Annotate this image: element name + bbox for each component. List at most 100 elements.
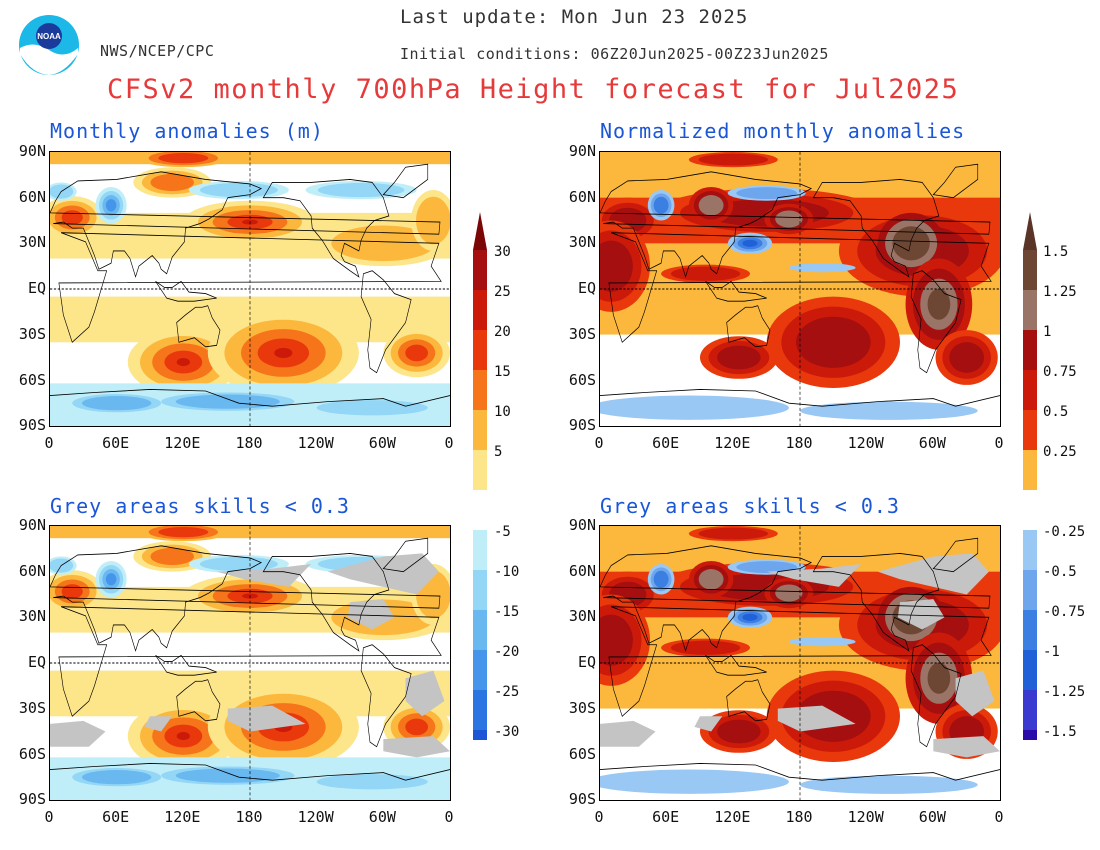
coastline-antarctica <box>50 763 450 781</box>
coastline-europe_asia <box>600 171 991 278</box>
colorbar-swatch <box>1023 650 1037 690</box>
panel-title-norm-skill: Grey areas skills < 0.3 <box>600 494 900 518</box>
lon-tick-label: 0 <box>44 434 54 452</box>
anomaly-contour <box>50 296 117 343</box>
lat-tick-label: EQ <box>27 653 46 672</box>
anomaly-contour <box>405 344 428 362</box>
colorbar-swatch <box>473 570 487 610</box>
low-skill-area <box>383 736 450 758</box>
anomaly-contour <box>50 670 117 717</box>
lon-tick-label: 120E <box>714 808 751 826</box>
colorbar-swatch <box>1023 530 1037 570</box>
lon-tick-label: 0 <box>594 434 604 452</box>
low-skill-area <box>327 553 439 595</box>
anomaly-contour <box>949 342 985 373</box>
low-skill-area <box>50 720 106 747</box>
anomaly-contour <box>175 394 280 409</box>
anomaly-contour <box>317 182 405 198</box>
coastline-samerica <box>910 270 962 374</box>
main-title: CFSv2 monthly 700hPa Height forecast for… <box>107 74 960 105</box>
lat-tick-label: 30S <box>568 698 596 717</box>
colorbar-tick-label: 1 <box>1043 324 1052 340</box>
anomaly-contour <box>788 637 856 647</box>
anomaly-contour <box>800 775 978 794</box>
map-panel-norm <box>599 151 1001 427</box>
anomaly-contour <box>61 584 83 599</box>
anomaly-contour <box>82 396 152 411</box>
anomaly-contour <box>176 732 190 741</box>
lat-tick-label: 30S <box>18 698 46 717</box>
lat-tick-label: 60S <box>568 744 596 763</box>
lon-tick-label: 0 <box>994 434 1004 452</box>
anomaly-contour <box>775 210 803 228</box>
last-update: Last update: Mon Jun 23 2025 <box>400 6 749 28</box>
lat-tick-label: 90S <box>568 790 596 809</box>
colorbar-swatch <box>1023 290 1037 330</box>
coastline-greenland <box>932 537 979 573</box>
lon-tick-label: 120E <box>164 808 201 826</box>
coastline-seasia <box>705 280 767 302</box>
lat-tick-label: 60N <box>18 187 46 206</box>
colorbar-swatch <box>473 410 487 450</box>
lon-tick-label: 180 <box>785 434 813 452</box>
coastline-namerica <box>812 552 940 652</box>
coastline-australia <box>176 305 221 348</box>
lat-tick-label: 90N <box>18 516 46 534</box>
map-panel-raw-skill <box>49 525 451 801</box>
coastline-seasia <box>705 654 767 676</box>
low-skill-area <box>933 736 1000 758</box>
anomaly-contour <box>199 182 278 198</box>
colorbar-tick-label: 1.5 <box>1043 244 1069 260</box>
lat-tick-label: 60S <box>568 370 596 389</box>
low-skill-area <box>777 705 856 732</box>
colorbar-tick-label: 1.25 <box>1043 284 1077 300</box>
colorbar-tick-label: -0.75 <box>1043 604 1086 620</box>
lon-tick-label: 60E <box>102 434 130 452</box>
lon-tick-label: 120W <box>847 808 884 826</box>
colorbar-tick-label: -20 <box>494 644 520 660</box>
agency-label: NWS/NCEP/CPC <box>100 42 215 60</box>
colorbar-swatch <box>1023 690 1037 730</box>
colorbar-tick-label: -0.5 <box>1043 564 1077 580</box>
lon-tick-label: 0 <box>594 808 604 826</box>
low-skill-area <box>144 716 173 732</box>
anomaly-contour <box>927 288 951 320</box>
anomaly-contour <box>927 662 951 694</box>
colorbar-tick-label: -10 <box>494 564 520 580</box>
anomaly-contour <box>653 196 669 214</box>
lat-tick-label: 60N <box>568 187 596 206</box>
anomaly-contour <box>736 187 797 200</box>
lon-tick-label: 120W <box>297 434 334 452</box>
lon-tick-label: 0 <box>994 808 1004 826</box>
anomaly-contour <box>717 345 761 370</box>
anomaly-contour <box>416 196 450 245</box>
lat-tick-label: 90S <box>18 790 46 809</box>
colorbar-swatch <box>1023 450 1037 490</box>
colorbar-normalized <box>1023 212 1037 740</box>
colorbar-swatch <box>473 650 487 690</box>
lat-tick-label: 30N <box>18 233 46 252</box>
colorbar-swatch <box>1023 490 1037 530</box>
lon-tick-label: 60W <box>368 808 396 826</box>
lat-tick-label: 90S <box>568 416 596 435</box>
coastline-namerica <box>262 552 390 652</box>
colorbar-swatch <box>473 370 487 410</box>
anomaly-contour <box>600 614 633 666</box>
coastline-greenland <box>382 537 429 573</box>
coastline-namerica <box>812 178 940 278</box>
colorbar-swatch <box>1023 410 1037 450</box>
low-skill-area <box>405 670 445 717</box>
lon-tick-label: 120W <box>847 434 884 452</box>
colorbar-tick-label: -1 <box>1043 644 1060 660</box>
coastline-samerica <box>910 644 962 748</box>
anomaly-contour <box>670 640 741 655</box>
colorbar-raw <box>473 212 487 740</box>
anomaly-contour <box>698 195 724 216</box>
colorbar-tick-label: -5 <box>494 524 511 540</box>
lat-tick-label: 90N <box>568 516 596 534</box>
colorbar-tick-label: -1.5 <box>1043 724 1077 740</box>
colorbar-tick-label: -1.25 <box>1043 684 1086 700</box>
colorbar-tick-label: -15 <box>494 604 520 620</box>
lat-tick-label: EQ <box>27 279 46 298</box>
anomaly-contour <box>742 613 758 621</box>
